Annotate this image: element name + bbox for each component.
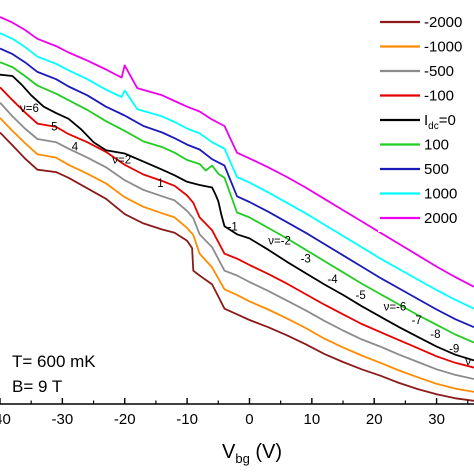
x-tick-label-5: 10 — [303, 411, 320, 428]
legend-label-2: -500 — [424, 63, 454, 80]
series-line-1 — [0, 117, 474, 393]
annotation-7: -3 — [301, 254, 311, 266]
x-axis-title: Vbg (V) — [222, 441, 282, 466]
x-tick-label-4: 0 — [245, 411, 253, 428]
conditions: T= 600 mK B= 9 T — [12, 352, 96, 396]
series-line-2 — [0, 101, 474, 380]
annotation-9: -5 — [356, 290, 366, 302]
legend-label-7: 1000 — [424, 186, 457, 203]
series-line-6 — [0, 47, 474, 329]
series-line-0 — [0, 131, 474, 402]
legend-label-3: -100 — [424, 88, 454, 105]
x-tick-label-6: 20 — [366, 411, 383, 428]
annotation-5: -1 — [228, 221, 238, 233]
x-tick-label-0: -40 — [0, 411, 11, 428]
annotation-1: 5 — [51, 122, 57, 134]
x-axis-title-unit: (V) — [250, 441, 282, 463]
x-tick-label-3: -10 — [176, 411, 198, 428]
annotation-4: 1 — [157, 178, 163, 190]
legend-label-5: 100 — [424, 137, 449, 154]
annotation-2: 4 — [72, 142, 79, 154]
series-line-3 — [0, 86, 474, 369]
legend-label-6: 500 — [424, 161, 449, 178]
annotation-0: ν=6 — [20, 103, 39, 115]
condition-0: T= 600 mK — [12, 352, 96, 371]
legend: -2000 -1000 -500 -100 Idc=0 100 500 1000 2000 — [380, 14, 462, 227]
legend-label-1: -1000 — [424, 39, 462, 56]
annotation-14: ν — [465, 356, 471, 368]
series-line-7 — [0, 32, 474, 310]
condition-1: B= 9 T — [12, 377, 62, 396]
legend-label-0: -2000 — [424, 14, 462, 31]
annotation-3: ν=2 — [112, 155, 131, 167]
annotation-11: -7 — [412, 315, 422, 327]
annotation-layer: ν=6 5 4 ν=2 1 -1 ν=-2 -3 -4 -5 ν=-6 -7 -8 -9 ν — [20, 103, 471, 368]
annotation-10: ν=-6 — [384, 301, 407, 313]
annotation-12: -8 — [430, 329, 440, 341]
legend-label-8: 2000 — [424, 210, 457, 227]
series-layer — [0, 16, 474, 402]
legend-label-4: Idc=0 — [424, 112, 456, 132]
series-line-8 — [0, 16, 474, 288]
x-tick-label-1: -30 — [52, 411, 74, 428]
series-line-5 — [0, 61, 474, 344]
annotation-8: -4 — [327, 274, 338, 286]
x-tick-label-2: -20 — [114, 411, 136, 428]
x-tick-label-7: 30 — [428, 411, 445, 428]
x-axis-title-main: V — [222, 441, 236, 463]
series-line-4 — [0, 73, 474, 362]
annotation-6: ν=-2 — [268, 235, 291, 247]
annotation-13: -9 — [449, 344, 459, 356]
x-axis: -40 -30 -20 -10 0 10 20 30 — [0, 398, 474, 428]
x-axis-title-sub: bg — [235, 451, 249, 466]
